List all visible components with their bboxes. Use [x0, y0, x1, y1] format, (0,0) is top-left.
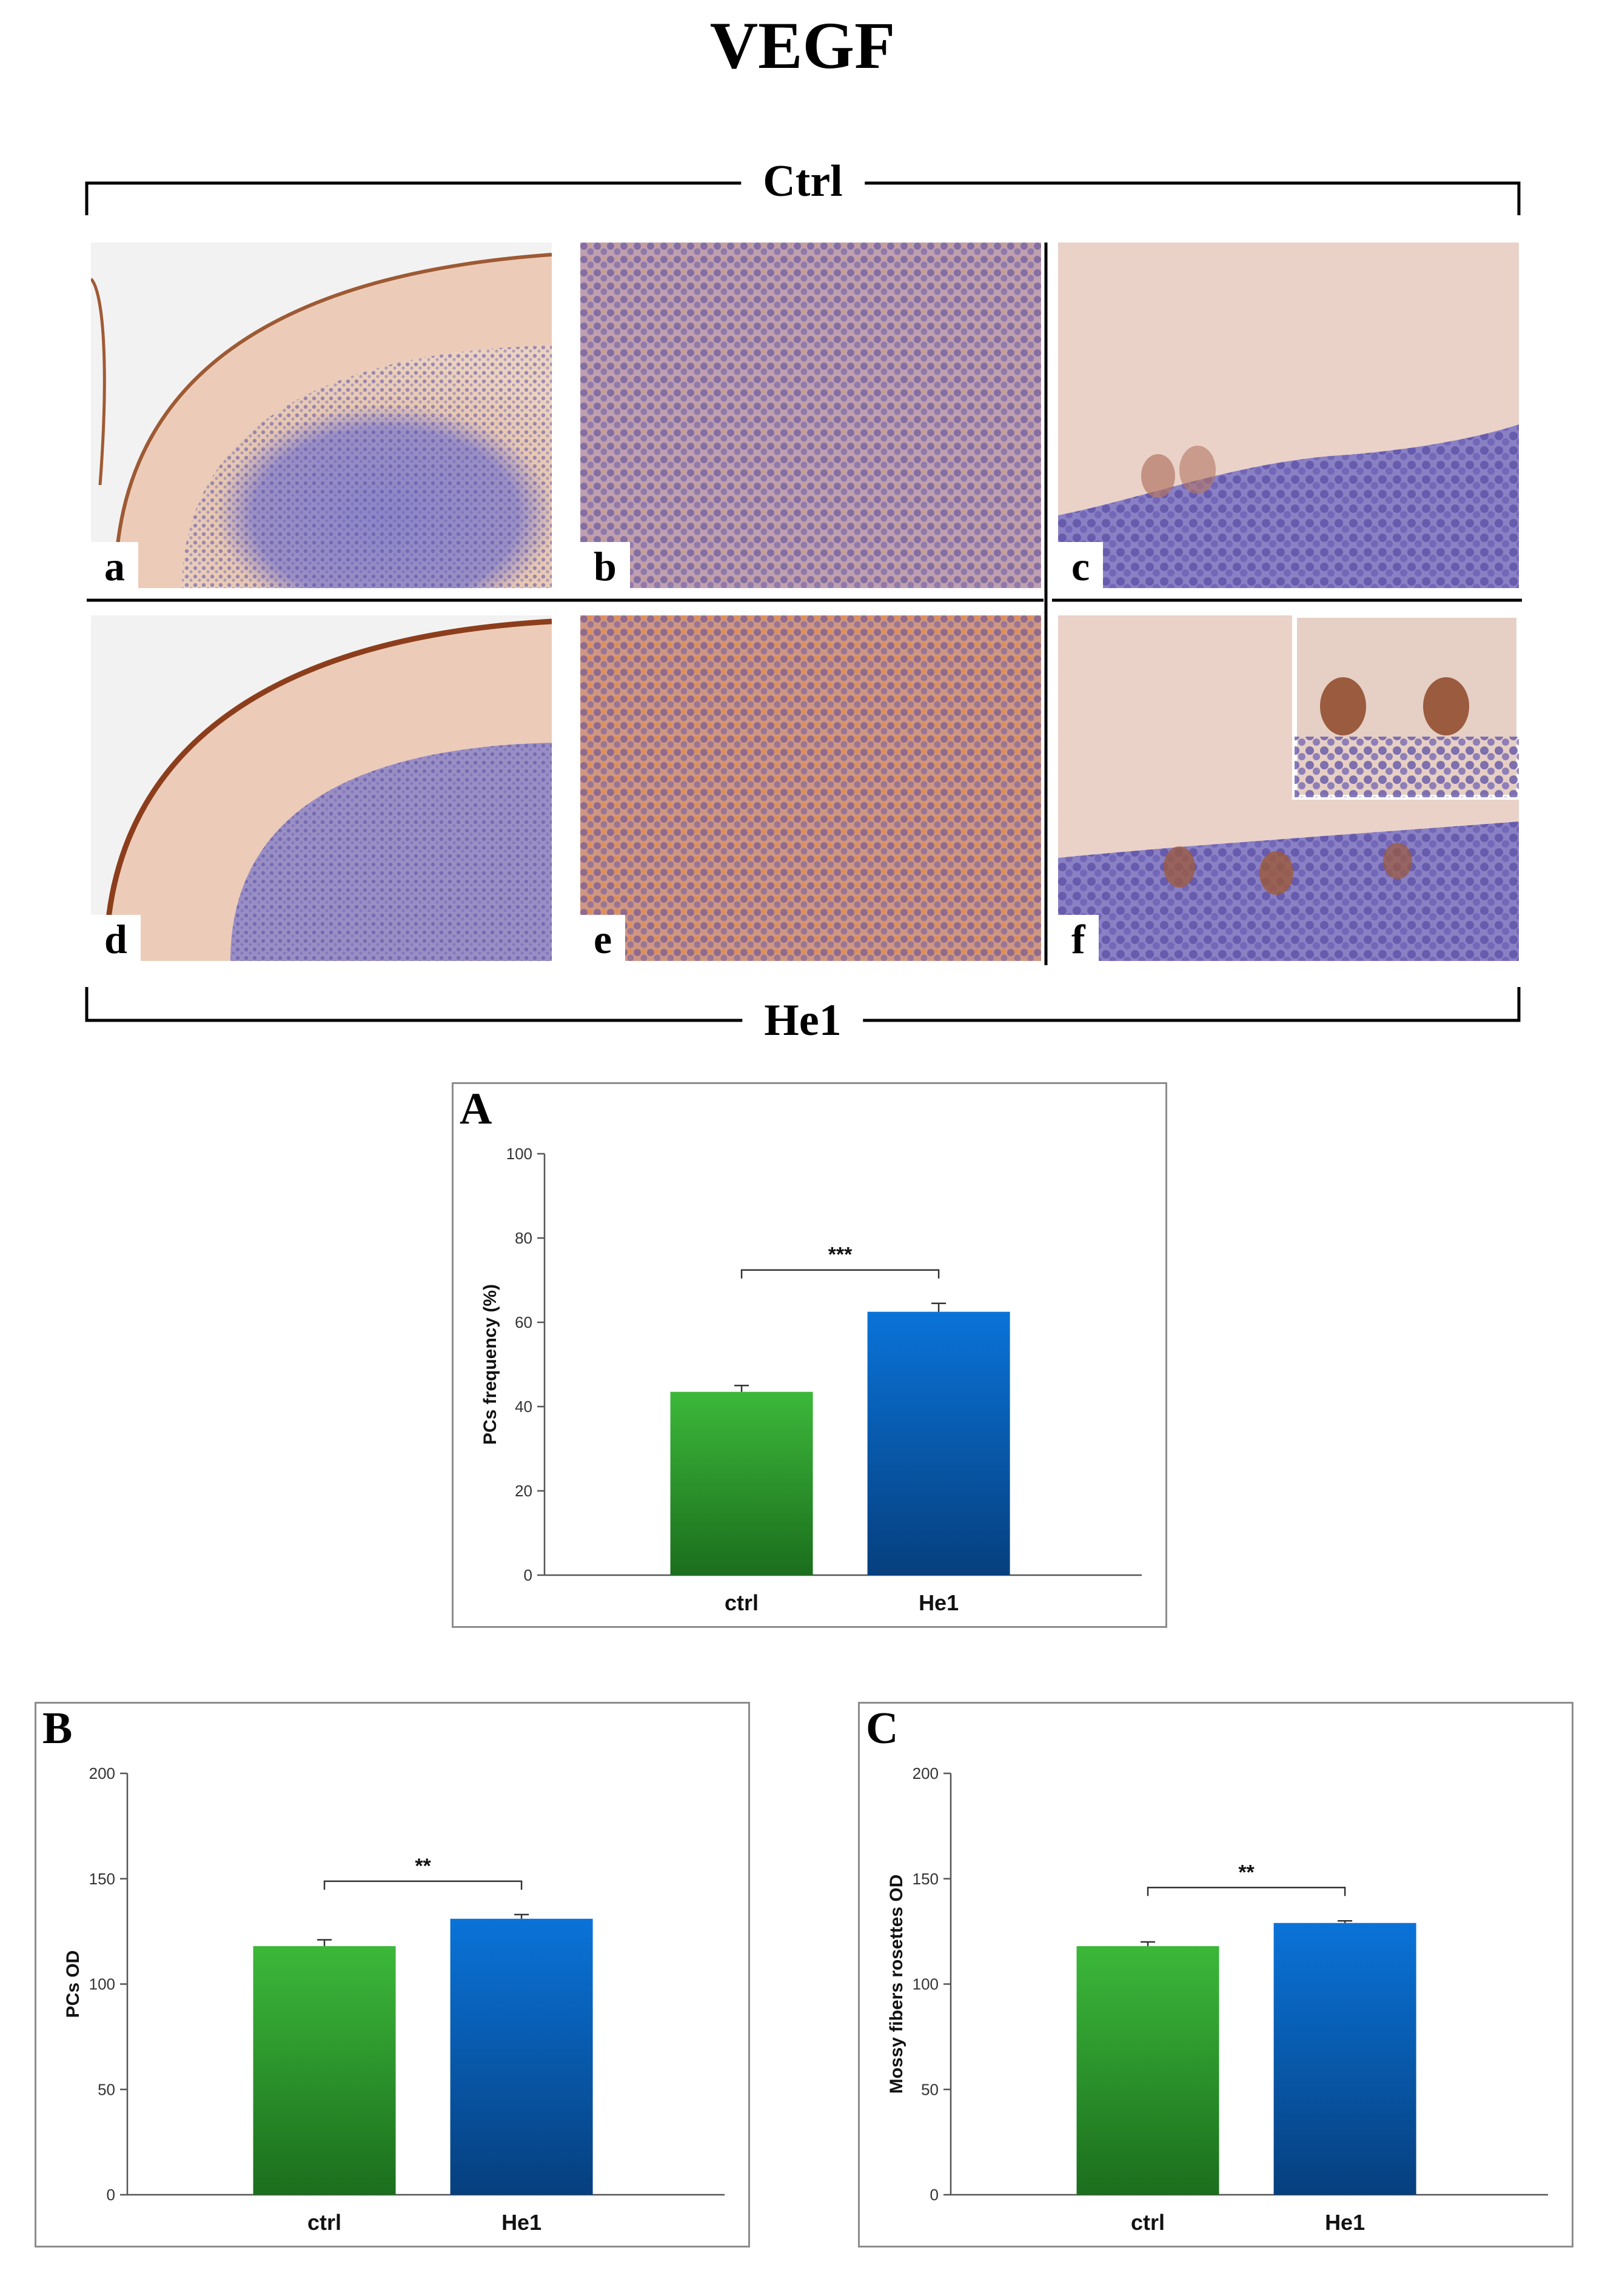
x-tick-label-He1: He1 [1325, 2210, 1365, 2235]
bar-ctrl [1076, 1946, 1219, 2195]
y-tick-label: 100 [89, 1975, 115, 1993]
y-tick-label: 50 [921, 2080, 939, 2098]
panel-letter-b: b [580, 542, 630, 588]
significance-bracket [740, 1269, 940, 1279]
figure-title: VEGF [709, 8, 896, 82]
x-tick-label-ctrl: ctrl [1131, 2210, 1165, 2235]
chart-box-A: A 0 20 40 60 80 100 PCs frequency (%) ctrl He1 **… [452, 1082, 1167, 1628]
y-tick-label: 150 [913, 1870, 939, 1888]
chart-letter-A: A [460, 1084, 492, 1134]
chart-box-B: B 0 50 100 150 200 PCs OD ctrl He1 ** [35, 1702, 750, 2247]
ctrl-group-label: Ctrl [741, 159, 865, 204]
tissue-image-f [1058, 615, 1519, 961]
tissue-image-a [91, 243, 552, 588]
panel-divider-horizontal-right [1052, 598, 1522, 602]
panel-letter-a: a [91, 542, 138, 588]
micrograph-panel-b: b [580, 243, 1041, 588]
chart-letter-B: B [42, 1704, 73, 1753]
bar-chart-C: 0 50 100 150 200 Mossy fibers rosettes OD ctrl… [886, 1764, 1548, 2235]
panel-letter-d: d [91, 915, 141, 961]
y-tick-label: 100 [913, 1975, 939, 1993]
tissue-image-b [580, 243, 1041, 588]
panel-letter-c: c [1058, 542, 1104, 588]
y-axis-label: Mossy fibers rosettes OD [886, 1875, 906, 2094]
significance-label: ** [415, 1855, 431, 1878]
x-tick-label-He1: He1 [919, 1590, 959, 1615]
tissue-image-d [91, 615, 552, 961]
chart-box-C: C 0 50 100 150 200 Mossy fibers rosettes OD ct… [858, 1702, 1573, 2247]
y-tick-label: 20 [515, 1482, 532, 1500]
bar-He1 [450, 1918, 593, 2195]
significance-bracket [323, 1880, 523, 1890]
micrograph-panel-c: c [1058, 243, 1519, 588]
y-tick-label: 100 [506, 1145, 532, 1163]
x-tick-label-ctrl: ctrl [307, 2210, 341, 2235]
panel-letter-e: e [580, 915, 626, 961]
significance-bracket [1147, 1887, 1346, 1896]
micrograph-panel-a: a [91, 243, 552, 588]
panel-divider-horizontal-left [87, 598, 1044, 602]
micrograph-panel-f: f [1058, 615, 1519, 961]
bar-He1 [867, 1311, 1010, 1575]
y-axis-label: PCs OD [63, 1950, 83, 2018]
significance-label: *** [828, 1243, 853, 1267]
micrograph-panel-d: d [91, 615, 552, 961]
panel-divider-vertical [1044, 243, 1048, 965]
bar-ctrl [670, 1391, 813, 1575]
y-tick-label: 200 [89, 1764, 115, 1782]
significance-label: ** [1238, 1861, 1255, 1884]
y-tick-label: 80 [515, 1229, 532, 1247]
x-tick-label-He1: He1 [501, 2210, 541, 2235]
y-tick-label: 60 [515, 1313, 532, 1331]
y-tick-label: 0 [930, 2186, 939, 2204]
bar-chart-A: 0 20 40 60 80 100 PCs frequency (%) ctrl He1 *** [480, 1145, 1142, 1615]
panel-letter-f: f [1058, 915, 1099, 961]
chart-letter-C: C [866, 1704, 899, 1753]
he1-group-label: He1 [742, 998, 863, 1043]
x-tick-label-ctrl: ctrl [725, 1590, 759, 1615]
y-tick-label: 200 [913, 1764, 939, 1782]
bar-ctrl [253, 1946, 396, 2195]
bar-He1 [1273, 1923, 1416, 2195]
tissue-image-c [1058, 243, 1519, 588]
y-tick-label: 50 [98, 2080, 115, 2098]
y-tick-label: 0 [524, 1566, 532, 1584]
y-tick-label: 150 [89, 1870, 115, 1888]
tissue-image-e [580, 615, 1041, 961]
bar-chart-B: 0 50 100 150 200 PCs OD ctrl He1 ** [63, 1764, 725, 2235]
y-tick-label: 0 [107, 2186, 115, 2204]
ctrl-bracket [85, 181, 1521, 215]
micrograph-panel-e: e [580, 615, 1041, 961]
y-axis-label: PCs frequency (%) [480, 1284, 500, 1445]
y-tick-label: 40 [515, 1397, 532, 1416]
